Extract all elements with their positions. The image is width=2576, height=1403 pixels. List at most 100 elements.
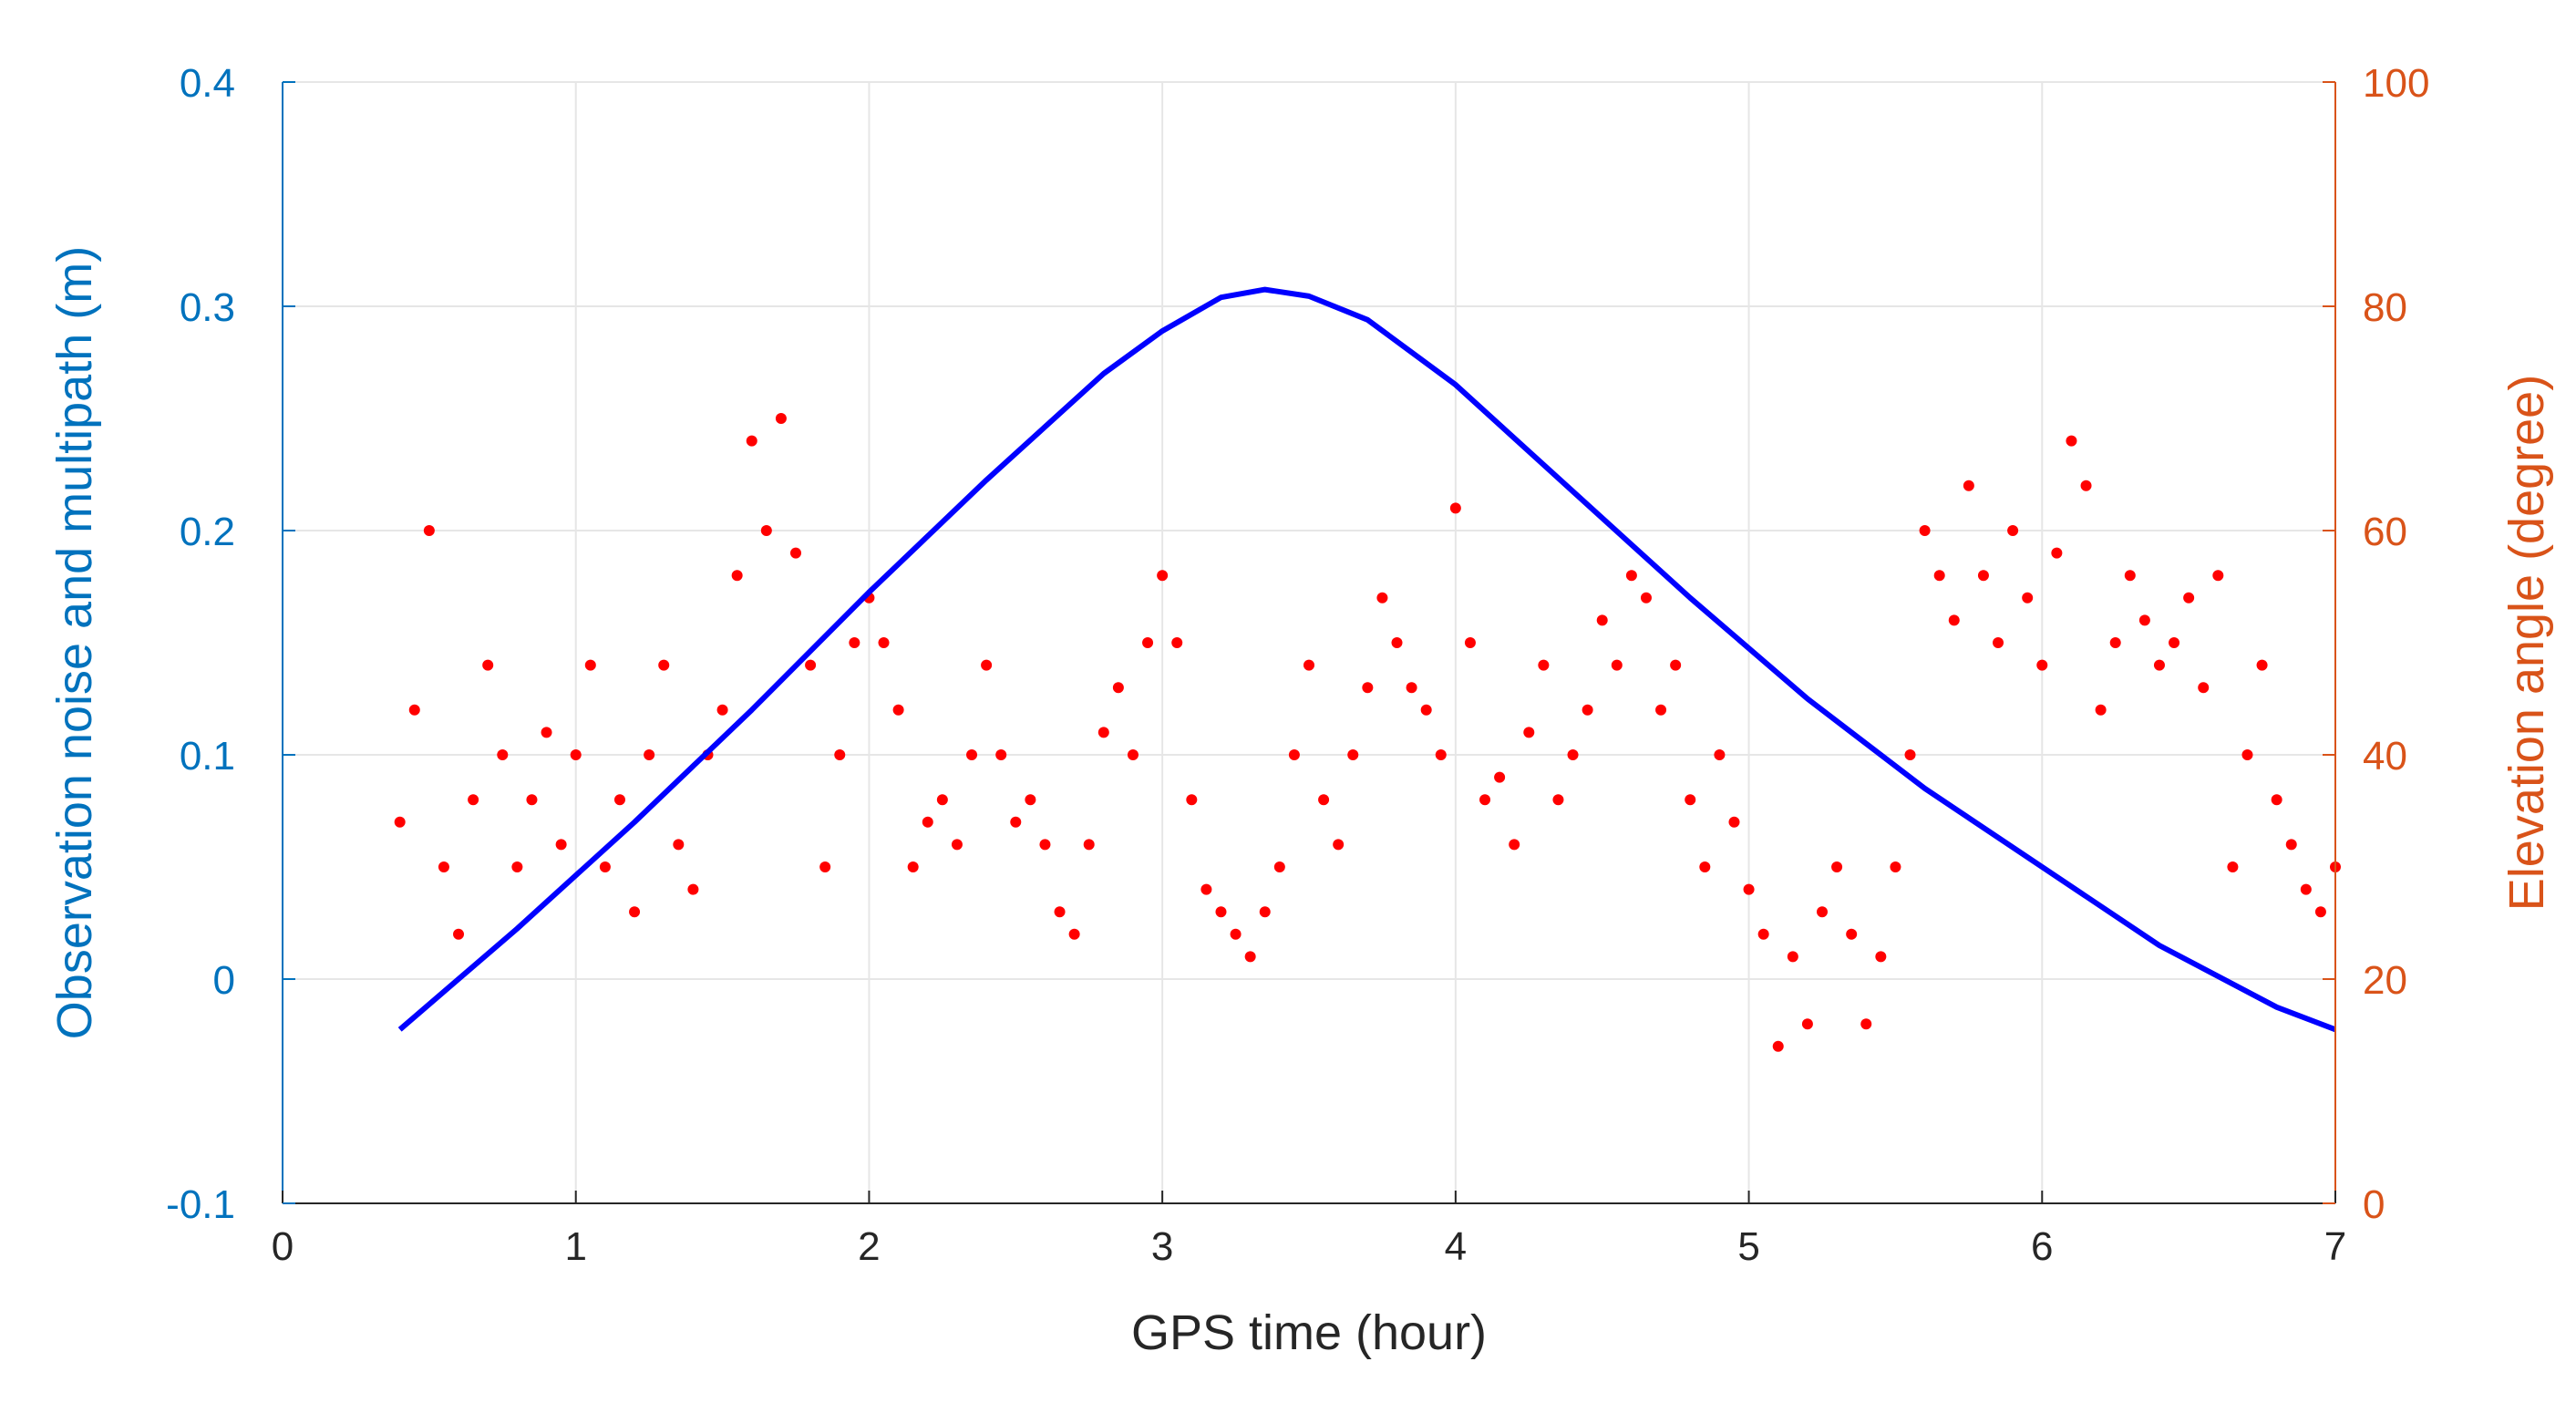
noise-point: [1112, 682, 1124, 694]
noise-point: [2124, 570, 2136, 582]
noise-point: [482, 659, 494, 671]
noise-point: [570, 749, 582, 760]
noise-point: [805, 659, 817, 671]
x-tick-label: 0: [272, 1224, 294, 1269]
noise-point: [907, 861, 919, 872]
noise-point: [1890, 861, 1901, 872]
noise-point: [1186, 794, 1198, 806]
noise-point: [1670, 659, 1682, 671]
noise-point: [438, 861, 449, 872]
noise-point: [1273, 861, 1285, 872]
axes: [282, 81, 2336, 1204]
y-right-tick-label: 0: [2363, 1182, 2385, 1227]
noise-point: [394, 816, 406, 828]
noise-point: [1259, 906, 1271, 918]
noise-point: [1391, 637, 1403, 648]
noise-point: [1743, 883, 1755, 895]
noise-point: [453, 928, 465, 940]
noise-point: [1787, 951, 1798, 963]
y-left-tick-label: 0.1: [180, 734, 235, 779]
noise-point: [658, 659, 670, 671]
noise-point: [2241, 749, 2253, 760]
noise-point: [1846, 928, 1858, 940]
noise-point: [716, 704, 728, 716]
noise-point: [2198, 682, 2210, 694]
noise-point: [1435, 749, 1447, 760]
noise-point: [1817, 906, 1828, 918]
x-axis-label: GPS time (hour): [1131, 1305, 1487, 1360]
noise-point: [1977, 570, 1989, 582]
noise-point: [2036, 659, 2048, 671]
noise-point: [673, 839, 685, 851]
noise-point: [613, 794, 625, 806]
noise-point: [1685, 794, 1696, 806]
noise-point: [555, 839, 567, 851]
noise-point: [775, 413, 787, 424]
noise-point: [1449, 502, 1461, 514]
noise-point: [1655, 704, 1667, 716]
tick-labels: 0 1 2 3 4 5 6 7 -0.1 0 0.1 0.2 0.3 0.4 0 20 40 60 80 100: [166, 61, 2429, 1269]
x-tick-label: 7: [2324, 1224, 2346, 1269]
x-tick-label: 6: [2031, 1224, 2053, 1269]
noise-point: [1406, 682, 1417, 694]
noise-point: [1083, 839, 1095, 851]
noise-point: [2314, 906, 2326, 918]
grid: [282, 81, 2336, 1204]
noise-point: [1714, 749, 1726, 760]
noise-point: [2212, 570, 2224, 582]
noise-point: [1303, 659, 1314, 671]
noise-point: [790, 547, 801, 559]
noise-point: [892, 704, 904, 716]
noise-point: [468, 794, 479, 806]
noise-point: [1157, 570, 1169, 582]
noise-point: [1728, 816, 1740, 828]
noise-point: [1801, 1018, 1813, 1030]
noise-point: [1933, 570, 1945, 582]
noise-point: [629, 906, 641, 918]
noise-point: [995, 749, 1007, 760]
noise-point: [1376, 592, 1388, 603]
noise-point: [2109, 637, 2121, 648]
y-right-tick-label: 20: [2363, 958, 2407, 1003]
noise-point: [1904, 749, 1916, 760]
noise-point: [834, 749, 846, 760]
y-right-tick-label: 80: [2363, 285, 2407, 330]
noise-point: [526, 794, 538, 806]
noise-point: [497, 749, 509, 760]
noise-point: [1831, 861, 1843, 872]
y-right-tick-label: 40: [2363, 734, 2407, 779]
y-left-tick-label: 0.4: [180, 61, 235, 106]
noise-point: [1611, 659, 1623, 671]
noise-point: [1054, 906, 1066, 918]
noise-point: [1552, 794, 1564, 806]
noise-point: [966, 749, 978, 760]
noise-point: [1860, 1018, 1872, 1030]
noise-point: [1875, 951, 1887, 963]
noise-point: [951, 839, 963, 851]
y-left-tick-label: 0.3: [180, 285, 235, 330]
x-tick-label: 5: [1737, 1224, 1759, 1269]
x-tick-label: 1: [564, 1224, 586, 1269]
noise-point: [2051, 547, 2063, 559]
noise-point: [2095, 704, 2107, 716]
noise-point: [1993, 637, 2004, 648]
noise-point: [1288, 749, 1300, 760]
noise-point: [2183, 592, 2195, 603]
noise-point: [2138, 614, 2150, 626]
x-tick-label: 4: [1445, 1224, 1467, 1269]
noise-point: [584, 659, 596, 671]
noise-point: [1010, 816, 1022, 828]
x-tick-label: 2: [858, 1224, 880, 1269]
noise-point: [423, 525, 435, 536]
noise-point: [1479, 794, 1491, 806]
noise-point: [746, 435, 757, 447]
plot-area: [394, 286, 2341, 1052]
noise-point: [1347, 749, 1359, 760]
noise-point: [1097, 727, 1109, 738]
noise-point: [1963, 480, 1974, 491]
y-left-tick-label: -0.1: [166, 1182, 235, 1227]
noise-point: [1127, 749, 1139, 760]
noise-point: [1699, 861, 1711, 872]
